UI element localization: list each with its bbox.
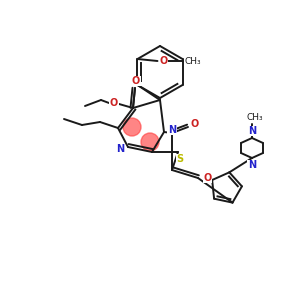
Circle shape bbox=[123, 118, 141, 136]
Circle shape bbox=[141, 133, 159, 151]
Text: N: N bbox=[248, 160, 256, 170]
Text: S: S bbox=[176, 154, 184, 164]
Text: O: O bbox=[110, 98, 118, 108]
Text: CH₃: CH₃ bbox=[184, 56, 201, 65]
Text: O: O bbox=[191, 119, 199, 129]
Text: N: N bbox=[248, 126, 256, 136]
Text: N: N bbox=[168, 125, 176, 135]
Text: N: N bbox=[116, 144, 124, 154]
Text: O: O bbox=[203, 173, 211, 183]
Text: O: O bbox=[159, 56, 168, 66]
Text: O: O bbox=[132, 76, 140, 86]
Text: CH₃: CH₃ bbox=[247, 112, 263, 122]
